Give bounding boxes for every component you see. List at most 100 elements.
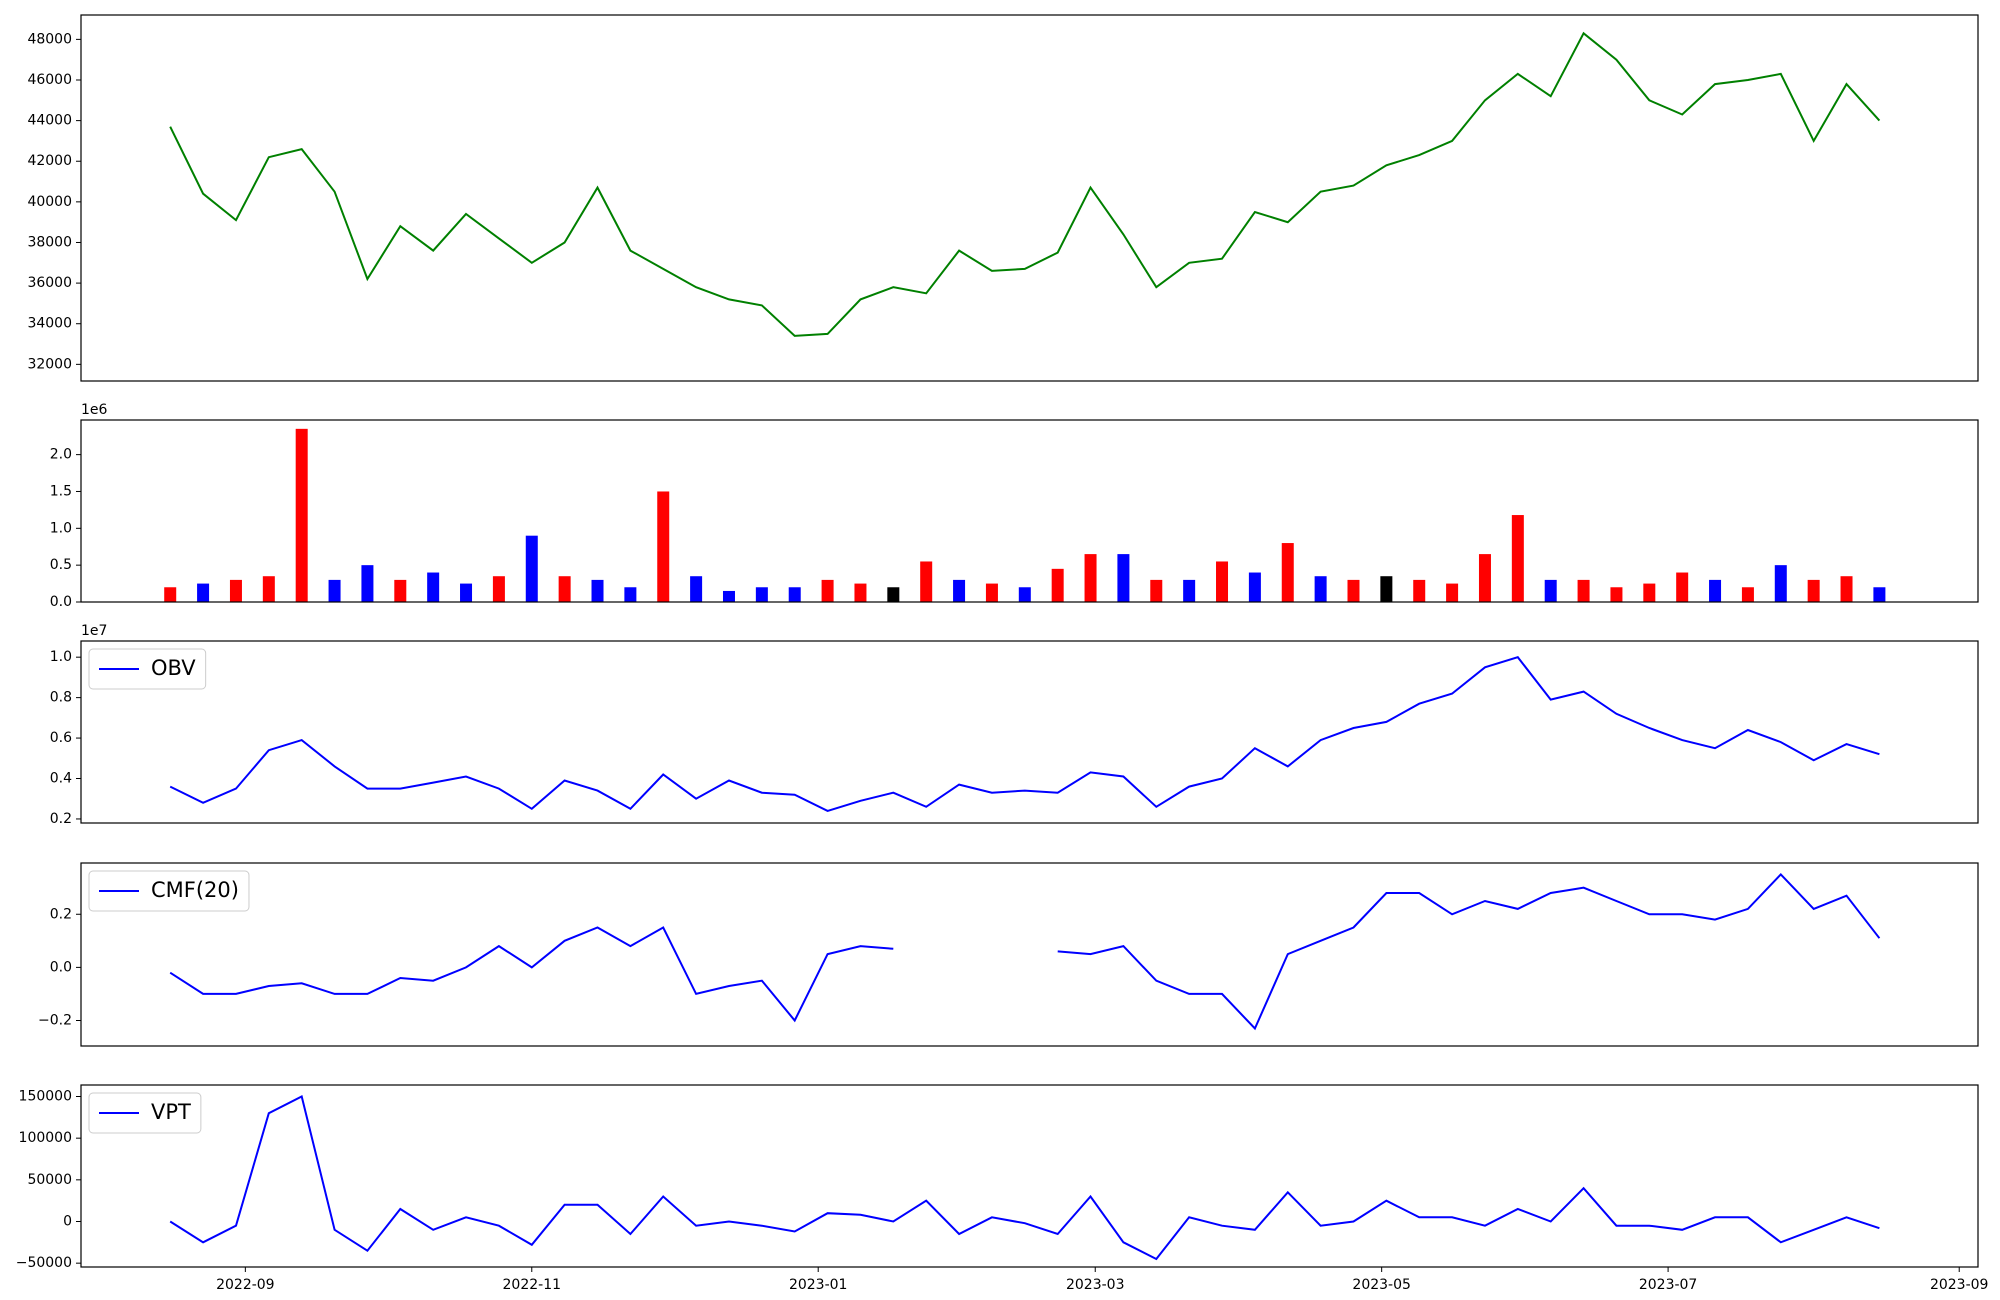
bar [394,579,407,602]
bar [1610,587,1623,602]
bar [755,587,768,602]
axes-frame [80,1084,1979,1268]
bar [1840,576,1853,602]
bar [985,583,998,602]
bar [1544,579,1557,602]
bar [1018,587,1031,602]
y-tick-label: 38000 [27,234,72,250]
bar [1117,554,1130,602]
x-tick-label: 2023-01 [789,1277,848,1293]
x-tick-label: 2022-11 [503,1277,562,1293]
offset-label: 1e7 [81,623,107,639]
y-tick-label: 1.0 [50,649,72,665]
legend-label: CMF(20) [151,878,239,902]
y-tick-label: 0.6 [50,730,72,746]
bar [722,590,735,602]
bar [854,583,867,602]
bar [1314,576,1327,602]
axes-frame [80,862,1979,1047]
y-tick-label: 46000 [27,72,72,88]
x-tick-label: 2023-05 [1352,1277,1411,1293]
bar [164,587,177,602]
bar [262,576,275,602]
y-tick-label: 50000 [27,1172,72,1188]
y-tick-label: 0.5 [50,557,72,573]
bar [953,579,966,602]
bar [361,565,374,602]
bar [657,491,670,602]
y-tick-label: 0 [63,1214,72,1230]
bar [1643,583,1656,602]
y-tick-label: 1.5 [50,483,72,499]
x-tick-label: 2022-09 [216,1277,275,1293]
y-tick-label: 0.0 [50,594,72,610]
bar [1248,572,1261,602]
bar [328,579,341,602]
legend-box [88,648,207,690]
axes-frame [80,14,1979,382]
x-tick-label: 2023-09 [1930,1277,1989,1293]
legend-box [88,870,250,912]
bar [1511,515,1524,602]
line [169,872,1881,1031]
y-tick-label: −50000 [16,1255,72,1271]
y-tick-label: 40000 [27,194,72,210]
y-tick-label: −0.2 [38,1013,72,1029]
y-tick-label: 32000 [27,356,72,372]
bar [1051,568,1064,602]
bar [591,579,604,602]
bar [1807,579,1820,602]
bar [558,576,571,602]
y-tick-label: 2.0 [50,447,72,463]
bar [1676,572,1689,602]
bar [1741,587,1754,602]
bar [427,572,440,602]
bar [492,576,505,602]
bar [460,583,473,602]
y-tick-label: 0.8 [50,690,72,706]
x-tick-label: 2023-03 [1066,1277,1125,1293]
line [169,656,1880,812]
bar [690,576,703,602]
bar [821,579,834,602]
y-tick-label: 0.4 [50,771,72,787]
bar [1709,579,1722,602]
bar [1446,583,1459,602]
bar [525,535,538,602]
bar [1216,561,1229,602]
legend-box [88,1092,202,1134]
y-tick-label: 48000 [27,31,72,47]
y-tick-label: 36000 [27,275,72,291]
bar [1347,579,1360,602]
bar [1873,587,1886,602]
bar [1478,554,1491,602]
bar [1380,576,1393,602]
y-tick-label: 0.2 [50,906,72,922]
bar [1084,554,1097,602]
bar [1183,579,1196,602]
bar [1774,565,1787,602]
line [169,1095,1880,1261]
y-tick-label: 0.2 [50,811,72,827]
line [169,31,1881,337]
bar [624,587,637,602]
bar [1413,579,1426,602]
y-tick-label: 100000 [19,1130,72,1146]
y-tick-label: 1.0 [50,520,72,536]
y-tick-label: 0.0 [50,959,72,975]
bar [788,587,801,602]
bar [920,561,933,602]
y-tick-label: 42000 [27,153,72,169]
bar [197,583,210,602]
bar [1281,543,1294,602]
bar [1577,579,1590,602]
y-tick-label: 150000 [19,1089,72,1105]
legend-label: OBV [151,656,196,680]
x-tick-label: 2023-07 [1639,1277,1698,1293]
bar [295,428,308,602]
bar [229,579,242,602]
bar [887,587,900,602]
axes-frame [80,640,1979,824]
